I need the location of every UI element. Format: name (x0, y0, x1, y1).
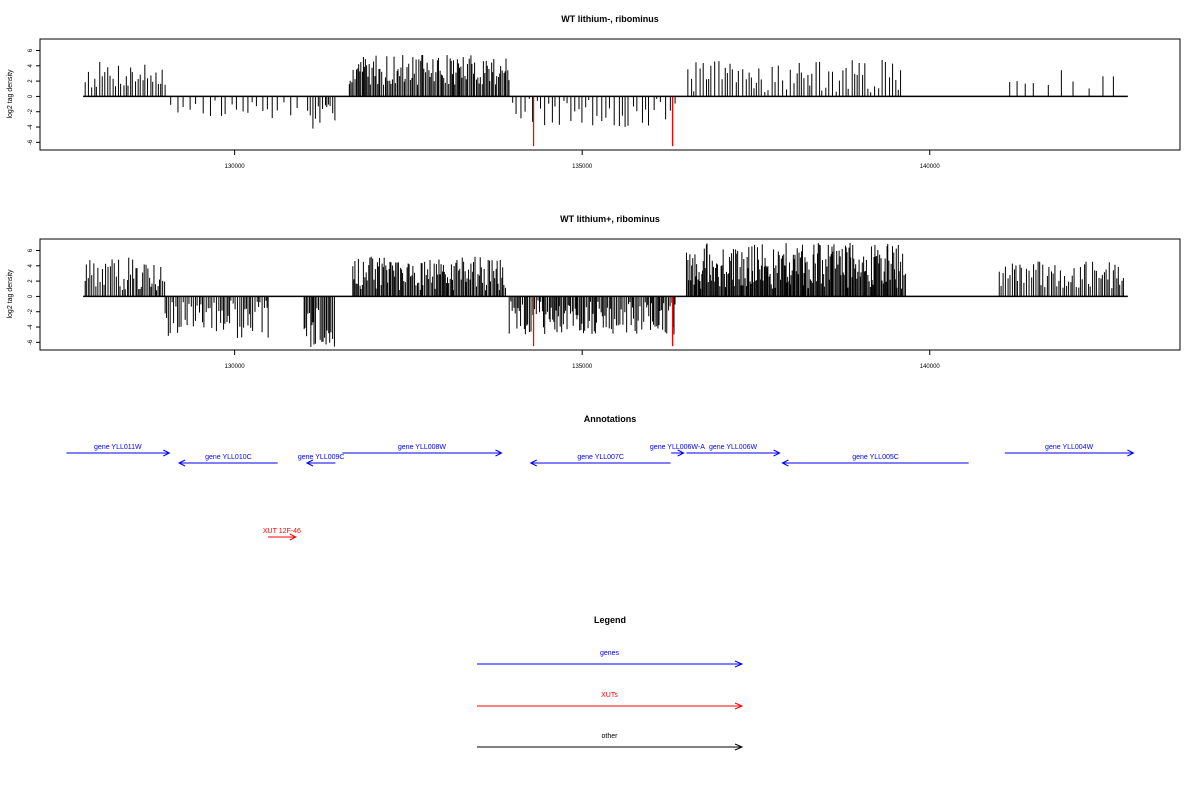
feature-label: gene YLL007C (577, 454, 624, 461)
feature-arrow-head (289, 533, 297, 541)
feature-gene-yll004w: gene YLL004W (1004, 444, 1135, 457)
panel-lithium-minus: WT lithium-, ribominus log2 tag density … (7, 14, 1181, 170)
feature-arrow-head (781, 459, 789, 467)
feature-gene-yll010c: gene YLL010C (177, 454, 278, 467)
y-tick-label: 4 (28, 263, 34, 267)
feature-xut-12f-46: XUT 12F-46 (263, 528, 301, 541)
panel-2-bars (84, 242, 1124, 347)
legend-label: genes (600, 650, 620, 657)
feature-label: gene YLL004W (1045, 444, 1094, 451)
legend-arrow-head (734, 702, 744, 710)
panel-2-y-axis-label: log2 tag density (7, 269, 14, 319)
y-tick-label: 2 (28, 279, 34, 283)
legend-items: genes XUTs other (477, 650, 744, 751)
panel-1-title: WT lithium-, ribominus (561, 14, 659, 24)
x-tick-label: 140000 (920, 364, 941, 370)
panel-1-y-axis: -6 -4 -2 0 2 4 6 (28, 48, 40, 145)
panel-2-title: WT lithium+, ribominus (560, 214, 660, 224)
y-tick-label: 4 (28, 63, 34, 67)
legend-label: XUTs (601, 692, 618, 699)
legend-label: other (602, 733, 619, 740)
y-tick-label: -6 (28, 339, 34, 345)
feature-gene-yll007c: gene YLL007C (529, 454, 671, 467)
y-tick-label: -2 (28, 308, 34, 314)
y-tick-label: -2 (28, 108, 34, 114)
x-tick-label: 140000 (920, 164, 941, 170)
y-tick-label: -6 (28, 139, 34, 145)
panel-2-frame (39, 238, 1181, 351)
feature-arrow-head (773, 449, 781, 457)
annotation-features: gene YLL011W gene YLL010C gene YLL009C gene… (66, 444, 1135, 541)
panel-1-bars (84, 54, 1114, 147)
panel-1-y-axis-label: log2 tag density (7, 69, 14, 119)
feature-label: gene YLL008W (398, 444, 447, 451)
feature-gene-yll008w: gene YLL008W (342, 444, 503, 457)
legend-item-genes: genes (477, 650, 744, 668)
y-tick-label: 0 (28, 94, 34, 98)
panel-1-frame (39, 38, 1181, 151)
y-tick-label: -4 (28, 124, 34, 130)
feature-label: gene YLL006W-A (650, 444, 705, 451)
legend-item-other: other (477, 733, 744, 751)
y-tick-label: 0 (28, 294, 34, 298)
feature-label: gene YLL006W (709, 444, 758, 451)
feature-arrow-head (305, 459, 314, 467)
x-tick-label: 130000 (225, 364, 246, 370)
feature-label: gene YLL011W (94, 444, 142, 451)
legend-arrow-head (734, 660, 744, 668)
legend-arrow-head (734, 743, 744, 751)
feature-label: gene YLL005C (852, 454, 899, 461)
feature-gene-yll009c: gene YLL009C (298, 454, 345, 467)
x-tick-label: 135000 (572, 164, 593, 170)
panel-lithium-plus: WT lithium+, ribominus log2 tag density … (7, 214, 1181, 370)
x-tick-label: 135000 (572, 364, 593, 370)
y-tick-label: 6 (28, 248, 34, 252)
y-tick-label: 6 (28, 48, 34, 52)
legend-title: Legend (594, 615, 626, 625)
feature-gene-yll011w: gene YLL011W (66, 444, 171, 457)
y-tick-label: -4 (28, 324, 34, 330)
feature-arrow-head (177, 459, 186, 467)
panel-2-y-axis: -6 -4 -2 0 2 4 6 (28, 248, 40, 345)
feature-label: gene YLL010C (205, 454, 252, 461)
legend-panel: Legend genes XUTs other (477, 615, 744, 751)
feature-arrow-head (163, 449, 171, 457)
feature-label: gene YLL009C (298, 454, 345, 461)
y-tick-label: 2 (28, 79, 34, 83)
feature-arrow-head (1127, 449, 1135, 457)
feature-gene-yll005c: gene YLL005C (781, 454, 969, 467)
x-tick-label: 130000 (225, 164, 246, 170)
annotations-title: Annotations (584, 414, 637, 424)
panel-2-x-axis: 130000 135000 140000 (225, 350, 941, 370)
panel-1-x-axis: 130000 135000 140000 (225, 150, 941, 170)
feature-label: XUT 12F-46 (263, 528, 301, 535)
feature-arrow-head (529, 459, 537, 467)
feature-gene-yll006w-a: gene YLL006W-A (650, 444, 705, 457)
feature-arrow-head (495, 449, 503, 457)
feature-gene-yll006w: gene YLL006W (686, 444, 781, 457)
legend-item-xuts: XUTs (477, 692, 744, 710)
feature-arrow-head (677, 449, 685, 457)
